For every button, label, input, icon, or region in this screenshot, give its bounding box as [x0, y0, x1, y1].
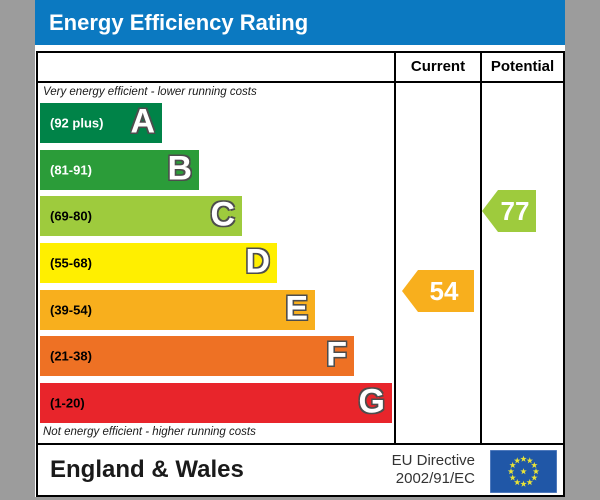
- band-a: (92 plus) A: [40, 103, 162, 143]
- top-note: Very energy efficient - lower running co…: [43, 86, 257, 98]
- current-column-header: Current: [410, 58, 466, 75]
- band-letter: G: [358, 382, 385, 421]
- current-rating-arrow: 54: [402, 270, 474, 312]
- band-range-label: (1-20): [50, 395, 85, 411]
- band-range-label: (21-38): [50, 348, 92, 364]
- band-e: (39-54) E: [40, 290, 315, 330]
- footer-row: England & Wales EU Directive 2002/91/EC: [38, 443, 563, 495]
- potential-column-header: Potential: [490, 58, 555, 75]
- band-letter: F: [326, 335, 347, 374]
- band-b: (81-91) B: [40, 150, 199, 190]
- band-range-label: (69-80): [50, 208, 92, 224]
- band-letter: A: [130, 102, 155, 141]
- column-divider: [480, 53, 482, 443]
- band-d: (55-68) D: [40, 243, 277, 283]
- eu-directive-label: EU Directive 2002/91/EC: [392, 452, 475, 488]
- band-letter: D: [245, 242, 270, 281]
- eu-flag-icon: [490, 450, 557, 493]
- epc-panel: Energy Efficiency Rating Current Potenti…: [35, 0, 565, 497]
- band-range-label: (81-91): [50, 162, 92, 178]
- band-c: (69-80) C: [40, 196, 242, 236]
- band-range-label: (55-68): [50, 255, 92, 271]
- band-letter: B: [167, 149, 192, 188]
- header-separator: [38, 81, 563, 83]
- band-g: (1-20) G: [40, 383, 392, 423]
- band-range-label: (92 plus): [50, 115, 104, 131]
- rating-table: Current Potential Very energy efficient …: [36, 51, 565, 497]
- eu-directive-line2: 2002/91/EC: [395, 470, 475, 487]
- bottom-note: Not energy efficient - higher running co…: [43, 426, 256, 438]
- band-range-label: (39-54): [50, 302, 92, 318]
- band-f: (21-38) F: [40, 336, 354, 376]
- potential-rating-arrow: 77: [482, 190, 536, 232]
- region-label: England & Wales: [50, 456, 244, 483]
- eu-directive-line1: EU Directive: [391, 452, 475, 469]
- band-letter: E: [285, 289, 308, 328]
- column-divider: [394, 53, 396, 443]
- page-title: Energy Efficiency Rating: [35, 0, 565, 45]
- band-letter: C: [210, 195, 235, 234]
